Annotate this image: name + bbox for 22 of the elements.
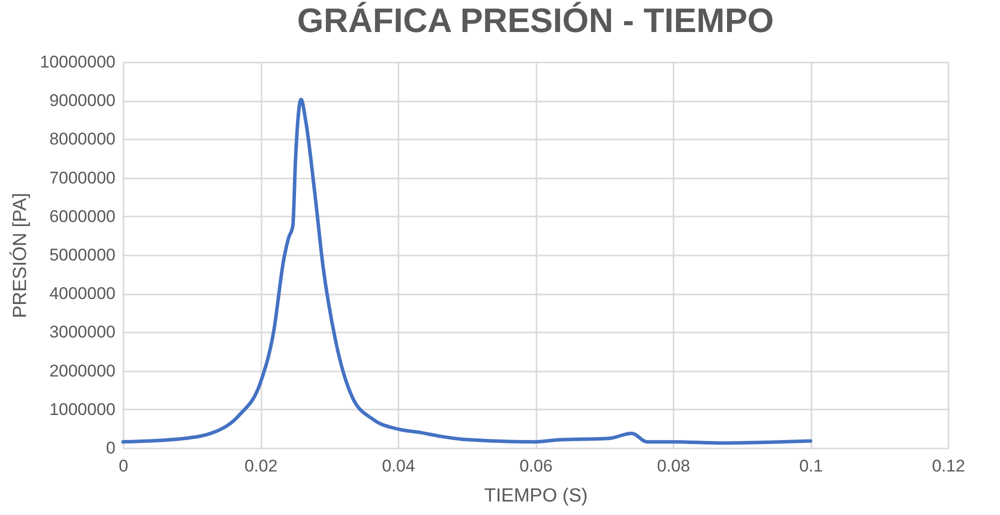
y-tick-label: 3000000 bbox=[49, 322, 116, 342]
x-tick-label: 0.06 bbox=[519, 456, 553, 476]
y-tick-label: 9000000 bbox=[49, 91, 116, 110]
y-tick-label: 4000000 bbox=[49, 284, 116, 304]
y-tick-label: 8000000 bbox=[49, 130, 116, 149]
x-tick-label: 0.02 bbox=[244, 456, 278, 476]
x-tick-label: 0 bbox=[118, 456, 128, 476]
chart-title: GRÁFICA PRESIÓN - TIEMPO bbox=[297, 1, 774, 40]
y-tick-label: 5000000 bbox=[49, 246, 116, 264]
line-series bbox=[121, 98, 812, 445]
x-tick-label: 0.08 bbox=[656, 456, 690, 476]
y-tick-label: 2000000 bbox=[49, 361, 116, 380]
x-tick-label: 0.04 bbox=[382, 456, 416, 476]
y-tick-label: 1000000 bbox=[49, 400, 116, 419]
y-tick-label: 7000000 bbox=[49, 168, 116, 188]
y-tick-label: 0 bbox=[106, 438, 116, 458]
x-axis-title: TIEMPO (S) bbox=[484, 486, 588, 506]
x-tick-label: 0.12 bbox=[932, 456, 966, 476]
y-axis-title: PRESIÓN [PA] bbox=[8, 192, 31, 318]
y-tick-label: 10000000 bbox=[40, 52, 116, 72]
y-tick-label: 6000000 bbox=[49, 206, 116, 226]
x-tick-label: 0.1 bbox=[799, 456, 823, 476]
